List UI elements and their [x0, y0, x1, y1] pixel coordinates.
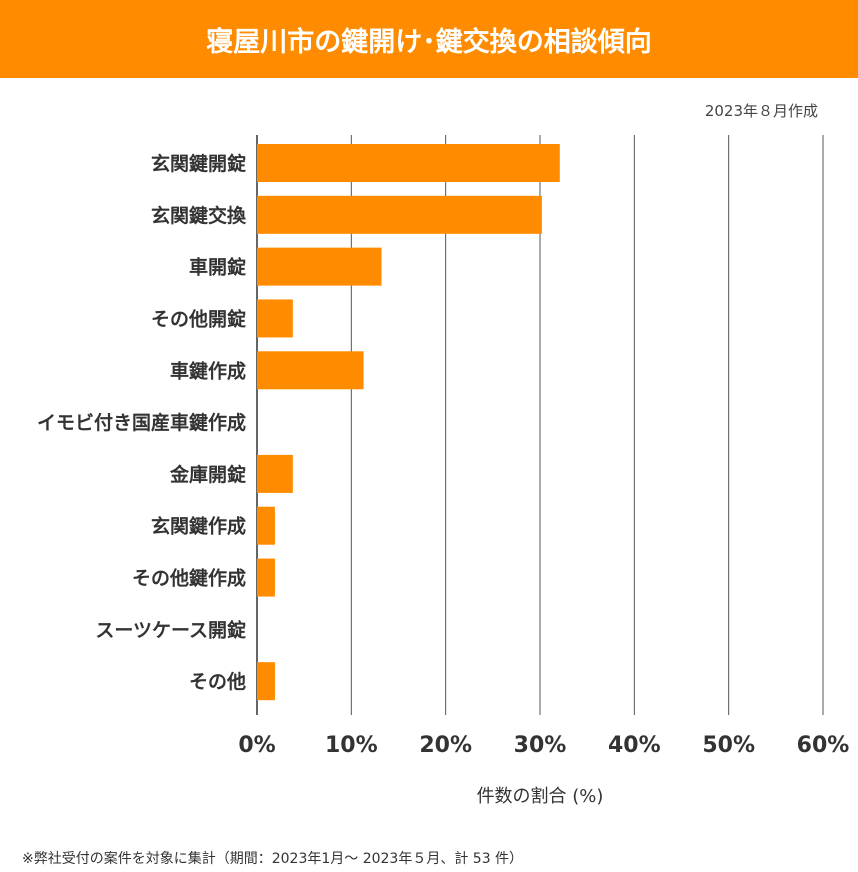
x-tick-label: 60% — [797, 733, 850, 758]
bar — [257, 195, 542, 234]
category-label: 金庫開錠 — [169, 463, 246, 486]
category-label: その他鍵作成 — [132, 567, 246, 590]
footnote: ※弊社受付の案件を対象に集計（期間：2023年1月～ 2023年５月、計 53 … — [22, 851, 524, 867]
x-tick-label: 50% — [702, 733, 755, 758]
category-label: 玄関鍵作成 — [151, 515, 246, 538]
bar — [257, 299, 293, 338]
bar — [257, 144, 560, 182]
x-tick-label: 30% — [514, 733, 567, 758]
x-axis-label: 件数の割合 (%) — [476, 786, 604, 807]
bar — [257, 558, 275, 597]
category-label: 車開錠 — [189, 256, 246, 279]
bar — [257, 506, 275, 545]
x-tick-label: 0% — [238, 733, 275, 758]
bar — [257, 662, 275, 701]
category-label: 玄関鍵開錠 — [151, 152, 246, 175]
x-tick-label: 40% — [608, 733, 661, 758]
category-label: その他 — [189, 670, 246, 693]
bar — [257, 454, 293, 493]
category-label: 車鍵作成 — [170, 359, 246, 382]
x-tick-label: 10% — [325, 733, 378, 758]
chart-title: 寝屋川市の鍵開け･鍵交換の相談傾向 — [0, 0, 858, 78]
category-label: イモビ付き国産車鍵作成 — [37, 411, 246, 434]
category-label: 玄関鍵交換 — [151, 204, 247, 227]
category-label: その他開錠 — [151, 307, 246, 330]
x-tick-label: 20% — [419, 733, 472, 758]
bar — [257, 351, 364, 390]
date-label: 2023年８月作成 — [704, 102, 818, 120]
category-label: スーツケース開錠 — [95, 618, 246, 641]
bar — [257, 247, 382, 286]
